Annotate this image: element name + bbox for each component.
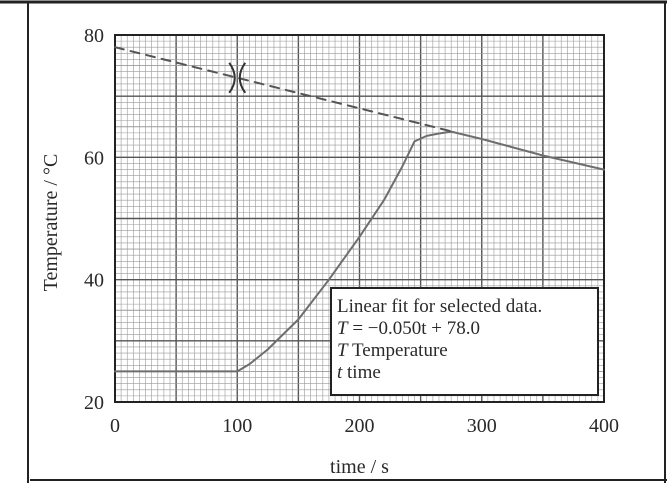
x-tick-label: 0 [110, 415, 120, 437]
x-tick-label: 300 [467, 415, 497, 437]
plot-area-frame [114, 34, 605, 403]
y-tick-label: 80 [84, 25, 104, 47]
legend-line-title: Linear fit for selected data. [337, 296, 542, 317]
x-axis-label: time / s [330, 456, 389, 478]
legend-box: Linear fit for selected data. T = −0.050… [330, 287, 599, 396]
legend-time-text: time [342, 362, 381, 383]
legend-temperature-symbol: T [337, 340, 349, 361]
y-tick-label: 40 [84, 270, 104, 292]
marker-x-stroke [238, 62, 247, 94]
legend-temperature-text: Temperature [348, 340, 448, 361]
marker-x-stroke [228, 62, 236, 94]
legend-line-time: t time [337, 362, 381, 383]
legend-frame [330, 287, 599, 396]
legend-title-text: Linear fit for selected data. [337, 296, 542, 317]
grid [114, 34, 605, 403]
legend-equation-symbol: T [337, 318, 349, 339]
x-tick-label: 200 [345, 415, 375, 437]
marker-layer [228, 62, 247, 94]
x-tick-label: 100 [222, 415, 252, 437]
legend-line-equation: T = −0.050t + 78.0 [337, 318, 480, 339]
legend-time-symbol: t [337, 362, 343, 383]
tick-labels: 0 100 200 300 400 20 40 60 80 [84, 25, 619, 437]
legend-line-temperature: T Temperature [337, 340, 448, 361]
y-tick-label: 60 [84, 147, 104, 169]
series-layer [114, 46, 605, 373]
x-tick-label: 400 [589, 415, 619, 437]
series-line-temperature [114, 130, 605, 373]
legend-equation-text: = −0.050t + 78.0 [348, 318, 480, 339]
y-tick-label: 20 [84, 392, 104, 414]
y-axis-label: Temperature / °C [40, 154, 62, 292]
series-line-linear-fit [114, 46, 453, 133]
